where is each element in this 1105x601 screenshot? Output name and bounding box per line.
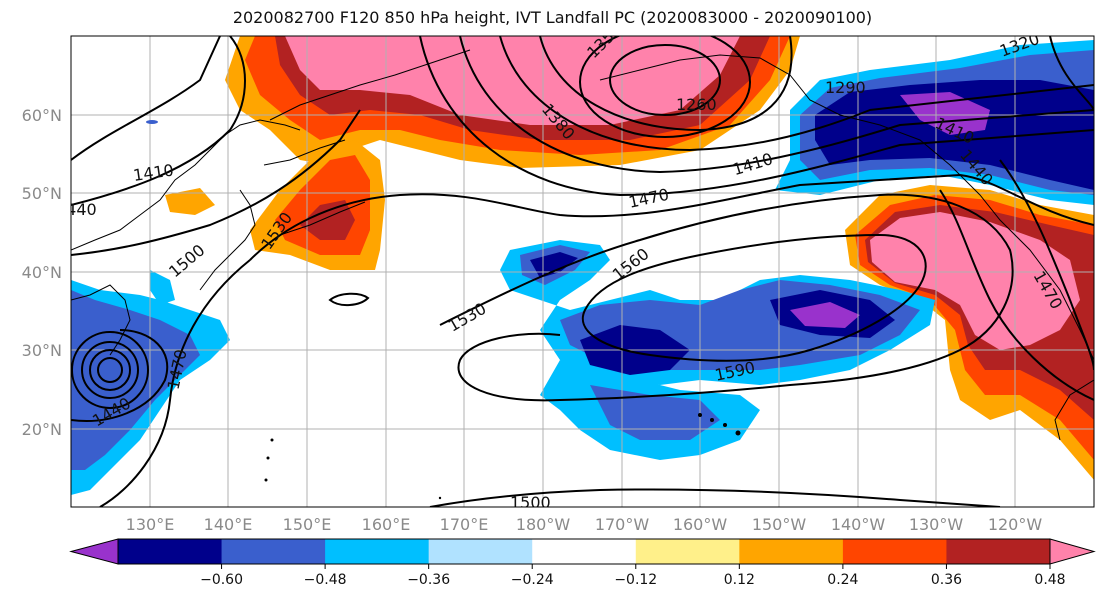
lon-label-140e: 140°E [204, 515, 253, 534]
colorbar-bin [532, 539, 637, 564]
colorbar-extend-max [1049, 538, 1096, 565]
contour-label-1290: 1290 [825, 78, 866, 97]
contour-label-1260: 1260 [676, 95, 717, 114]
colorbar-tick-label: −0.12 [614, 572, 657, 588]
colorbar-bin [635, 539, 740, 564]
lon-label-150w: 150°W [752, 515, 807, 534]
lat-label-30: 30°N [22, 341, 62, 360]
colorbar-extend-min [69, 538, 119, 565]
islands [146, 120, 741, 500]
contour-label-1500-south: 1500 [510, 493, 551, 512]
lon-label-160w: 160°W [673, 515, 728, 534]
contour-label-1440-west: 1440 [56, 200, 97, 219]
map-frame [70, 35, 1095, 508]
lat-label-50: 50°N [22, 184, 62, 203]
lon-label-130e: 130°E [126, 515, 175, 534]
colorbar-tick-label: 0.48 [1034, 572, 1065, 588]
colorbar-outline [117, 538, 1051, 565]
lat-label-60: 60°N [22, 106, 62, 125]
colorbar-tick-labels: −0.60 −0.48 −0.36 −0.24 −0.12 0.12 0.24 0.36 0.4… [200, 572, 1065, 588]
lon-label-120w: 120°W [988, 515, 1043, 534]
colorbar-bin [118, 539, 223, 564]
lat-label-20: 20°N [22, 420, 62, 439]
lon-label-170w: 170°W [595, 515, 650, 534]
colorbar-tick-label: 0.12 [724, 572, 755, 588]
lon-label-130w: 130°W [909, 515, 964, 534]
colorbar-bin [739, 539, 844, 564]
colorbar [69, 538, 1096, 569]
lon-label-160e: 160°E [362, 515, 411, 534]
lon-label-150e: 150°E [283, 515, 332, 534]
lon-label-170e: 170°E [440, 515, 489, 534]
longitude-labels: 130°E 140°E 150°E 160°E 170°E 180°W 170°… [126, 515, 1043, 534]
height-contours [71, 36, 1094, 507]
colorbar-tick-label: −0.48 [304, 572, 347, 588]
colorbar-bin [221, 539, 326, 564]
latitude-labels: 60°N 50°N 40°N 30°N 20°N [22, 106, 62, 439]
map-plot-area: 1350 1320 1380 1260 1290 1410 1410 1470 … [56, 36, 1094, 512]
lon-label-140w: 140°W [831, 515, 886, 534]
colorbar-tick-label: −0.36 [407, 572, 450, 588]
map-title: 2020082700 F120 850 hPa height, IVT Land… [232, 8, 873, 27]
colorbar-tick-label: −0.60 [200, 572, 243, 588]
colorbar-bin [428, 539, 533, 564]
colorbar-bin [325, 539, 430, 564]
lon-label-180w: 180°W [516, 515, 571, 534]
colorbar-bin [946, 539, 1051, 564]
lat-label-40: 40°N [22, 263, 62, 282]
colorbar-tick-label: 0.24 [827, 572, 858, 588]
colorbar-bin [842, 539, 947, 564]
colorbar-tick-label: −0.24 [511, 572, 554, 588]
colorbar-tick-label: 0.36 [931, 572, 962, 588]
